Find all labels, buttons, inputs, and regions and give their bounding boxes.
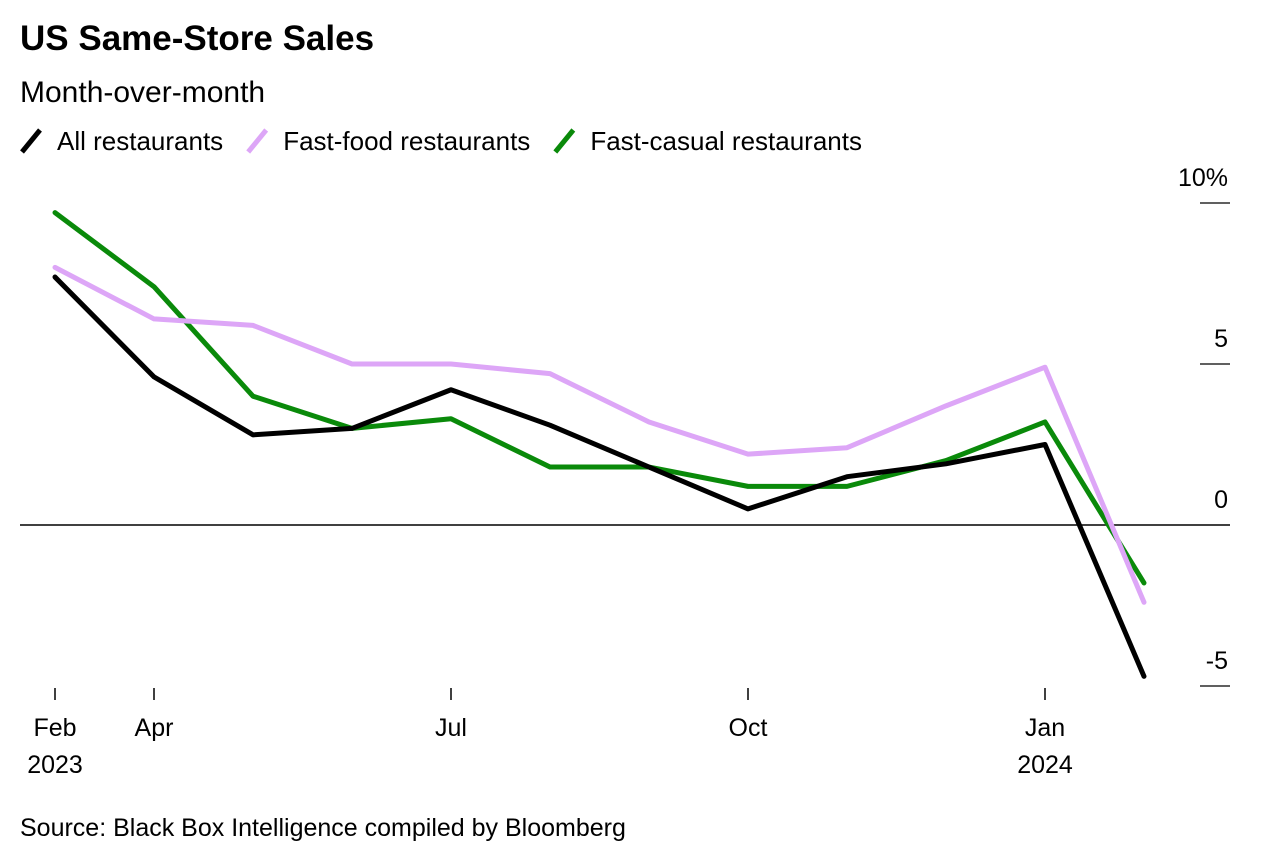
- chart-title: US Same-Store Sales: [20, 19, 374, 58]
- y-tick-label: 0: [1214, 486, 1228, 514]
- legend-label: Fast-casual restaurants: [590, 126, 862, 156]
- x-tick-label: Oct: [729, 714, 768, 742]
- series-line: [52, 210, 1147, 586]
- legend-swatch: [20, 128, 42, 154]
- legend-label: All restaurants: [57, 126, 223, 156]
- legend-swatch: [246, 128, 269, 154]
- x-tick-label: Jul: [435, 714, 467, 742]
- x-tick-label: Apr: [135, 714, 174, 742]
- y-tick-label: 5: [1214, 325, 1228, 353]
- x-tick-label: Feb 2023: [27, 714, 83, 779]
- y-tick-label: -5: [1206, 647, 1228, 675]
- legend-swatch: [553, 128, 576, 154]
- y-tick-label: 10%: [1178, 164, 1228, 192]
- series-line: [52, 274, 1147, 679]
- x-tick-label: Jan 2024: [1017, 714, 1073, 779]
- source: Source: Black Box Intelligence compiled …: [20, 814, 626, 842]
- chart-subtitle: Month-over-month: [20, 76, 265, 109]
- series-line: [52, 264, 1147, 605]
- legend-label: Fast-food restaurants: [283, 126, 530, 156]
